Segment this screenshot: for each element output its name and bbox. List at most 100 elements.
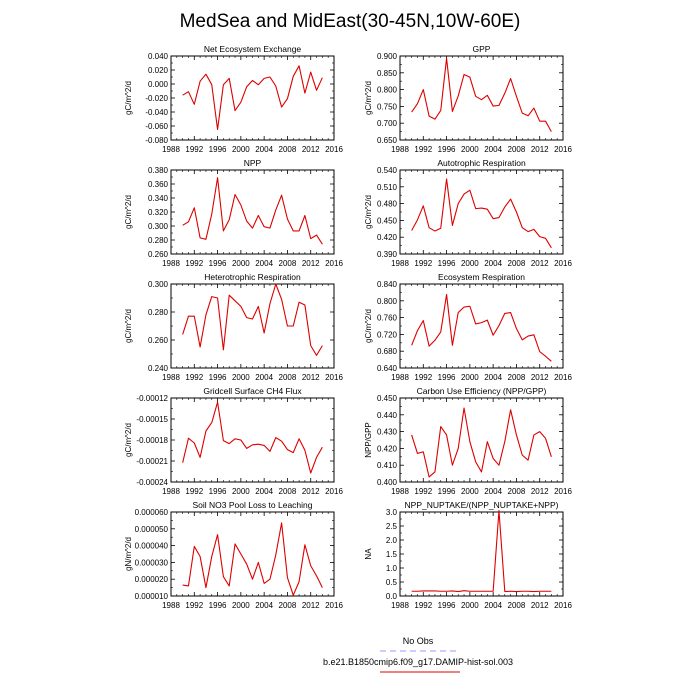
y-tick-label: 0.420 <box>377 444 398 453</box>
series-line <box>411 57 552 132</box>
y-tick-label: 0.440 <box>377 411 398 420</box>
y-tick-label: 0.800 <box>377 86 398 95</box>
y-tick-label: 0.450 <box>377 216 398 225</box>
panel-title: NPP <box>244 158 262 168</box>
series-line <box>182 177 323 245</box>
x-tick-label: 2004 <box>255 373 273 382</box>
y-tick-label: 0.720 <box>377 330 398 339</box>
y-tick-label: 0.320 <box>148 208 169 217</box>
chart-panel-10: NPP_NUPTAKE/(NPP_NUPTAKE+NPP) 1988 1992 199… <box>364 500 572 610</box>
series-line <box>411 510 552 593</box>
legend-label-no-obs: No Obs <box>403 636 434 646</box>
x-tick-label: 1996 <box>438 145 456 154</box>
series-line <box>182 401 323 474</box>
chart-panel-1: Net Ecosystem Exchange 1988 1992 1996 2000 20… <box>124 44 343 154</box>
y-tick-label: 0.420 <box>377 233 398 242</box>
panels: Net Ecosystem Exchange 1988 1992 1996 2000 20… <box>124 44 572 610</box>
x-tick-label: 2012 <box>302 487 320 496</box>
x-tick-label: 2000 <box>232 145 250 154</box>
series-line <box>411 178 552 249</box>
legend: No Obs b.e21.B1850cmip6.f09_g17.DAMIP-his… <box>323 636 513 673</box>
x-tick-label: 2012 <box>302 373 320 382</box>
x-tick-label: 2000 <box>461 487 479 496</box>
x-tick-label: 2012 <box>531 601 549 610</box>
panel-title: NPP_NUPTAKE/(NPP_NUPTAKE+NPP) <box>405 500 559 510</box>
x-tick-label: 2008 <box>508 259 526 268</box>
y-tick-label: 0.450 <box>377 394 398 403</box>
y-tick-label: 0.240 <box>148 364 169 373</box>
y-tick-label: 0.000050 <box>135 525 169 534</box>
x-tick-label: 2000 <box>232 601 250 610</box>
x-tick-label: 2016 <box>554 601 572 610</box>
figure-title: MedSea and MidEast(30-45N,10W-60E) <box>180 11 521 32</box>
y-tick-label: 0.700 <box>377 119 398 128</box>
x-tick-label: 1996 <box>209 373 227 382</box>
x-tick-label: 1992 <box>185 487 203 496</box>
x-tick-label: 1988 <box>162 487 180 496</box>
x-tick-label: 2000 <box>232 373 250 382</box>
x-tick-label: 1988 <box>162 259 180 268</box>
x-tick-label: 2016 <box>554 373 572 382</box>
y-axis-label: gC/m^2/d <box>364 81 373 115</box>
x-tick-label: 2012 <box>302 259 320 268</box>
plot-frame <box>399 55 564 141</box>
y-tick-label: 0.000010 <box>135 592 169 601</box>
y-axis-label: NPP/GPP <box>364 422 373 458</box>
y-axis-label: NA <box>364 548 373 560</box>
chart-panel-3: NPP 1988 1992 1996 2000 2004 2008 2012 2016 0.380… <box>124 158 343 268</box>
chart-panel-9: Soil NO3 Pool Loss to Leaching 1988 1992 19… <box>124 500 343 610</box>
x-tick-label: 2000 <box>461 373 479 382</box>
y-tick-label: 0.000040 <box>135 542 169 551</box>
y-tick-label: 0.000060 <box>135 508 169 517</box>
x-tick-label: 1988 <box>391 373 409 382</box>
x-tick-label: 1992 <box>414 145 432 154</box>
y-tick-label: 0.480 <box>377 200 398 209</box>
x-tick-label: 1996 <box>209 601 227 610</box>
y-tick-label: 1.5 <box>386 550 398 559</box>
x-tick-label: 2004 <box>255 487 273 496</box>
y-tick-label: -0.020 <box>145 94 168 103</box>
x-tick-label: 2008 <box>279 487 297 496</box>
x-tick-label: 2016 <box>325 601 343 610</box>
panel-title: Gridcell Surface CH4 Flux <box>203 386 302 396</box>
y-tick-label: 0.760 <box>377 314 398 323</box>
x-tick-label: 1996 <box>438 487 456 496</box>
y-tick-label: 0.5 <box>386 578 398 587</box>
series-line <box>182 65 323 131</box>
x-tick-label: 2008 <box>508 601 526 610</box>
x-tick-label: 2000 <box>461 145 479 154</box>
x-tick-label: 2004 <box>484 373 502 382</box>
panel-title: Net Ecosystem Exchange <box>204 44 302 54</box>
x-tick-label: 2012 <box>302 601 320 610</box>
y-tick-label: 0.280 <box>148 308 169 317</box>
series-line <box>182 283 323 356</box>
panel-title: Soil NO3 Pool Loss to Leaching <box>192 500 312 510</box>
y-tick-label: 0.510 <box>377 183 398 192</box>
x-tick-label: 2004 <box>484 487 502 496</box>
y-tick-label: 0.300 <box>148 280 169 289</box>
y-tick-label: 0.380 <box>148 166 169 175</box>
y-tick-label: -0.060 <box>145 122 168 131</box>
x-tick-label: 1992 <box>414 487 432 496</box>
x-tick-label: 1992 <box>185 145 203 154</box>
x-tick-label: 2008 <box>279 373 297 382</box>
y-tick-label: 0.840 <box>377 280 398 289</box>
x-tick-label: 2000 <box>232 487 250 496</box>
y-tick-label: 0.390 <box>377 250 398 259</box>
y-axis-label: gC/m^2/d <box>124 195 133 229</box>
x-tick-label: 2008 <box>508 487 526 496</box>
y-tick-label: 0.900 <box>377 52 398 61</box>
x-tick-label: 1996 <box>438 259 456 268</box>
y-tick-label: 0.260 <box>148 250 169 259</box>
y-tick-label: 0.680 <box>377 347 398 356</box>
x-tick-label: 2012 <box>531 373 549 382</box>
x-tick-label: 2012 <box>302 145 320 154</box>
y-tick-label: 0.360 <box>148 180 169 189</box>
chart-panel-5: Heterotrophic Respiration 1988 1992 1996 200… <box>124 272 343 382</box>
x-tick-label: 2008 <box>508 145 526 154</box>
y-tick-label: 0.750 <box>377 102 398 111</box>
y-tick-label: 2.5 <box>386 522 398 531</box>
y-tick-label: 0.650 <box>377 136 398 145</box>
y-tick-label: -0.00012 <box>136 394 168 403</box>
